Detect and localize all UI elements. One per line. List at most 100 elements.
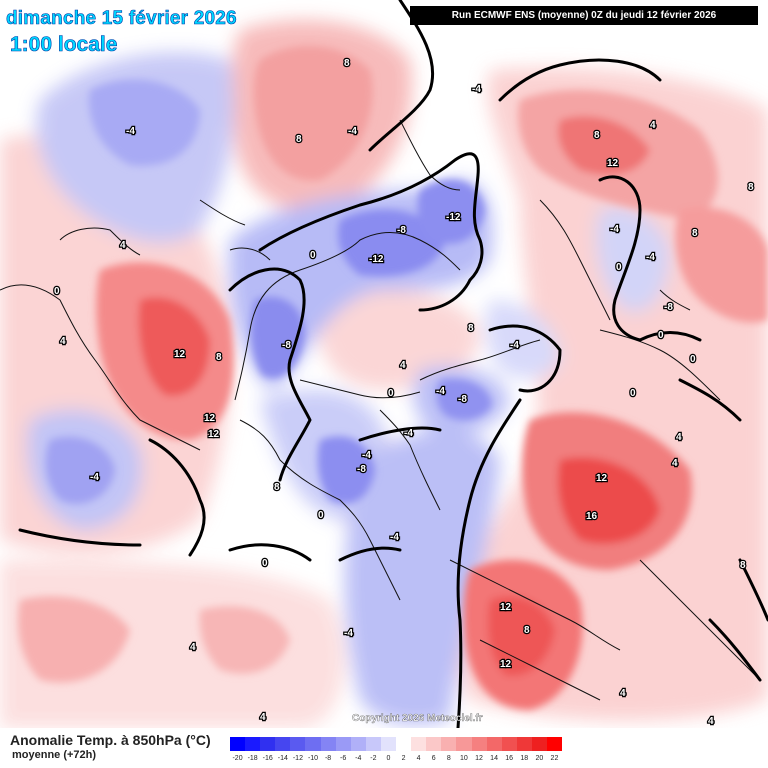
contour-label: 4: [708, 716, 714, 727]
variable-subtitle: moyenne (+72h): [12, 749, 97, 761]
contour-label: 4: [60, 336, 66, 347]
color-scale-swatch: [335, 737, 351, 751]
contour-label: 0: [630, 388, 636, 399]
color-scale-swatch: [486, 737, 502, 751]
run-info-banner: Run ECMWF ENS (moyenne) 0Z du jeudi 12 f…: [410, 6, 758, 25]
contour-label: 4: [676, 432, 682, 443]
color-scale-swatch: [350, 737, 366, 751]
color-scale-label: -8: [324, 755, 332, 762]
contour-label: 0: [318, 510, 324, 521]
forecast-date: dimanche 15 février 2026: [6, 8, 237, 30]
contour-label: -8: [397, 225, 406, 236]
contour-label: -4: [348, 126, 357, 137]
color-scale-label: 6: [431, 755, 436, 762]
forecast-time: 1:00 locale: [10, 33, 118, 57]
contour-label: -12: [446, 212, 461, 223]
contour-label: -4: [126, 126, 135, 137]
color-scale-label: 0: [386, 755, 391, 762]
color-scale: [230, 737, 563, 751]
contour-label: -8: [282, 340, 291, 351]
temperature-anomaly-map: -4 8 8 -4 8 -4 8 4 12 8 -4 0 -12 -8 -12 …: [0, 0, 768, 728]
color-scale-swatch: [260, 737, 276, 751]
color-scale-labels: -20 -18 -16 -14 -12 -10 -8 -6 -4 -2 0 2 4 6 8 10 12 14 16 1…: [230, 755, 562, 765]
contour-label: -4: [90, 472, 99, 483]
color-scale-label: 12: [475, 755, 483, 762]
contour-label: -4: [472, 84, 481, 95]
color-scale-swatch: [230, 737, 246, 751]
color-scale-swatch: [365, 737, 381, 751]
contour-label: 4: [190, 642, 196, 653]
contour-label: 4: [260, 712, 266, 723]
contour-label: -4: [436, 386, 445, 397]
contour-label: 8: [748, 182, 754, 193]
contour-label: -8: [664, 302, 673, 313]
color-scale-label: 8: [446, 755, 451, 762]
color-scale-swatch: [245, 737, 261, 751]
contour-label: 12: [174, 349, 186, 360]
contour-label: 0: [388, 388, 394, 399]
color-scale-label: -6: [340, 755, 347, 762]
color-scale-label: -20: [232, 755, 243, 762]
color-scale-label: 20: [535, 755, 544, 762]
color-scale-swatch: [531, 737, 547, 751]
contour-label: 12: [208, 429, 220, 440]
color-scale-swatch: [426, 737, 442, 751]
color-scale-swatch: [396, 737, 412, 751]
contour-label: -4: [646, 252, 655, 263]
color-scale-label: 4: [416, 755, 421, 762]
contour-label: 8: [216, 352, 222, 363]
contour-label: 12: [607, 158, 619, 169]
color-scale-swatch: [516, 737, 532, 751]
color-scale-swatch: [546, 737, 563, 751]
color-scale-label: -16: [262, 755, 273, 762]
contour-label: -8: [357, 464, 366, 475]
contour-label: -8: [458, 394, 467, 405]
contour-label: -4: [390, 532, 399, 543]
copyright-notice: Copyright 2026 Meteociel.fr: [352, 713, 483, 724]
contour-label: 8: [524, 625, 530, 636]
contour-label: 16: [586, 511, 598, 522]
contour-label: 12: [204, 413, 216, 424]
contour-labels: -4 8 8 -4 8 -4 8 4 12 8 -4 0 -12 -8 -12 …: [53, 57, 756, 728]
contour-label: -4: [610, 224, 619, 235]
contour-label: 0: [690, 354, 696, 365]
color-scale-swatch: [501, 737, 517, 751]
coastlines: [0, 119, 761, 701]
color-scale-swatch: [456, 737, 472, 751]
color-scale-label: 18: [520, 755, 529, 762]
contour-label: 8: [344, 58, 350, 69]
contour-label: 8: [274, 482, 280, 493]
color-scale-label: 10: [460, 755, 468, 762]
color-scale-label: -2: [370, 755, 377, 762]
contour-label: 4: [120, 240, 126, 251]
color-scale-swatch: [290, 737, 306, 751]
color-scale-swatch: [471, 737, 487, 751]
color-scale-swatch: [441, 737, 457, 751]
contour-label: -4: [510, 340, 519, 351]
contour-label: 4: [672, 458, 678, 469]
color-scale-swatch: [320, 737, 336, 751]
contour-label: 8: [594, 130, 600, 141]
contour-label: 0: [658, 330, 664, 341]
color-scale-swatch: [380, 737, 397, 751]
contour-label: -4: [344, 628, 353, 639]
contour-label: 8: [740, 560, 746, 571]
contour-label: 4: [620, 688, 626, 699]
contour-label: -12: [369, 254, 384, 265]
contour-label: 12: [500, 659, 512, 670]
contour-label: 8: [468, 323, 474, 334]
color-scale-label: 14: [490, 755, 498, 762]
color-scale-label: -18: [247, 755, 258, 762]
contour-label: -4: [362, 450, 371, 461]
contour-label: 0: [310, 250, 316, 261]
variable-title: Anomalie Temp. à 850hPa (°C): [10, 732, 211, 748]
contour-label: 12: [500, 602, 512, 613]
contour-label: 12: [596, 473, 608, 484]
contour-label: 0: [262, 558, 268, 569]
color-scale-label: -14: [277, 755, 288, 762]
color-scale-label: -12: [292, 755, 303, 762]
color-scale-label: 16: [505, 755, 514, 762]
contour-label: 4: [400, 360, 406, 371]
contour-label: -4: [404, 428, 413, 439]
color-scale-swatch: [305, 737, 321, 751]
